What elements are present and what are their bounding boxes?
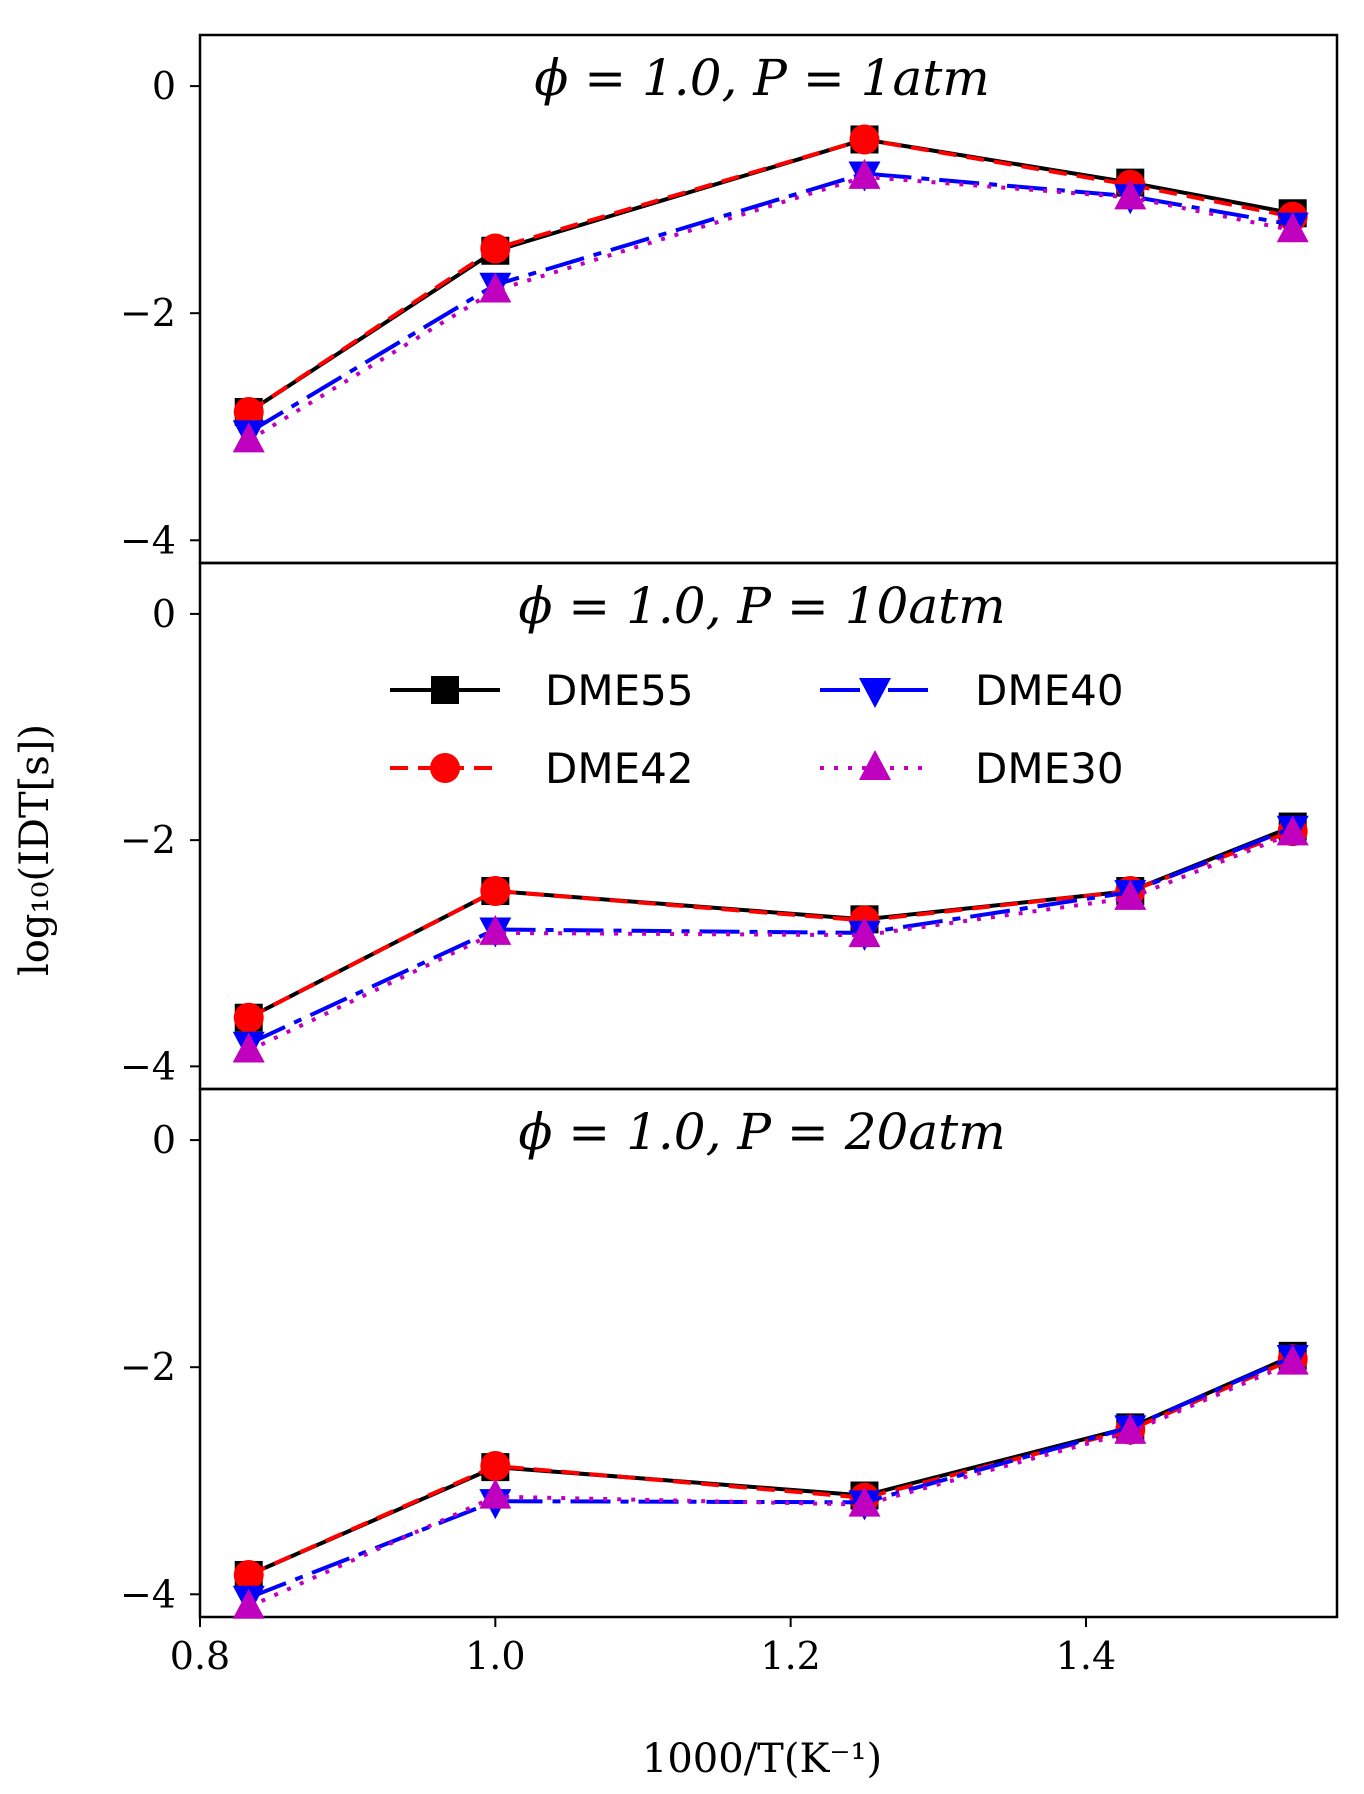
series-line	[247, 1354, 1294, 1577]
series-dme40	[232, 1344, 1309, 1616]
y-tick-label: 0	[152, 592, 176, 636]
data-point	[848, 1486, 881, 1517]
data-point	[1276, 1344, 1309, 1375]
data-point	[479, 914, 512, 945]
y-tick-label: −2	[120, 818, 176, 862]
series-dme55	[234, 125, 1307, 426]
axes-frame	[198, 561, 1339, 1091]
y-tick-label: 0	[152, 1118, 176, 1162]
series-dme30	[232, 158, 1309, 453]
data-point	[232, 422, 265, 453]
series-line	[247, 829, 1294, 1020]
y-tick-label: −2	[120, 1345, 176, 1389]
legend-label: DME30	[975, 744, 1124, 793]
data-point	[848, 917, 881, 948]
data-point	[233, 1002, 264, 1033]
panel-title: ϕ = 1.0, P = 1atm	[534, 49, 990, 107]
legend-marker	[859, 750, 891, 780]
y-axis-label: log₁₀(IDT[s])	[12, 724, 58, 976]
y-tick-label: −4	[120, 518, 176, 562]
legend-item-dme42: DME42	[390, 744, 694, 793]
data-point	[1276, 212, 1309, 243]
data-point	[232, 1588, 265, 1619]
data-point	[232, 1032, 265, 1063]
data-point	[1276, 815, 1309, 846]
series-dme30	[232, 1344, 1309, 1619]
legend-label: DME40	[975, 666, 1124, 715]
legend-item-dme55: DME55	[390, 666, 694, 715]
data-point	[1114, 879, 1147, 910]
x-tick-label: 1.2	[760, 1634, 820, 1678]
series-dme40	[232, 815, 1309, 1062]
series-line	[247, 1360, 1294, 1609]
data-point	[1114, 1413, 1147, 1444]
series-line	[247, 1357, 1294, 1577]
data-point	[479, 1478, 512, 1509]
legend-label: DME42	[545, 744, 694, 793]
data-point	[479, 272, 512, 303]
legend: DME55 DME42 DME40 DME30	[390, 666, 1124, 793]
panel-1: 0 −2 −4 ϕ = 1.0, P = 1atm	[120, 33, 1339, 565]
x-tick-label: 0.8	[170, 1634, 230, 1678]
y-tick-label: −2	[120, 291, 176, 335]
panel-2: 0 −2 −4 ϕ = 1.0, P = 10atm	[120, 561, 1339, 1091]
legend-marker	[431, 676, 459, 704]
data-point	[480, 876, 511, 907]
y-tick-label: −4	[120, 1572, 176, 1616]
panel-title: ϕ = 1.0, P = 10atm	[518, 577, 1005, 635]
x-axis-label: 1000/T(K⁻¹)	[642, 1736, 882, 1782]
panels: 0 −2 −4 ϕ = 1.0, P = 1atm 0 −2 −4 ϕ = 1.0, P = …	[120, 33, 1339, 1678]
data-point	[233, 396, 264, 427]
legend-item-dme40: DME40	[820, 666, 1124, 715]
series-line	[247, 824, 1294, 1020]
data-point	[480, 233, 511, 264]
series-dme42	[233, 1344, 1308, 1590]
panel-3: 0 −2 −4 0.8 1.0 1.2 1.4 ϕ = 1.0, P = 20atm	[120, 1087, 1339, 1678]
y-tick-label: 0	[152, 64, 176, 108]
panel-title: ϕ = 1.0, P = 20atm	[518, 1103, 1005, 1161]
y-tick-label: −4	[120, 1044, 176, 1088]
data-point	[233, 1559, 264, 1590]
legend-item-dme30: DME30	[820, 744, 1124, 793]
data-point	[848, 158, 881, 189]
series-line	[247, 171, 1294, 435]
series-dme30	[232, 815, 1309, 1063]
legend-marker	[430, 753, 460, 783]
series-dme42	[233, 816, 1308, 1033]
series-dme55	[234, 1341, 1307, 1589]
series-dme55	[234, 812, 1307, 1032]
axes-frame	[198, 1087, 1339, 1619]
legend-marker	[859, 678, 891, 708]
x-tick-label: 1.4	[1056, 1634, 1116, 1678]
data-point	[1114, 179, 1147, 210]
legend-label: DME55	[545, 666, 694, 715]
series-line	[247, 831, 1294, 1053]
data-point	[480, 1450, 511, 1481]
x-tick-label: 1.0	[465, 1634, 525, 1678]
data-point	[849, 124, 880, 155]
series-line	[247, 1355, 1294, 1600]
axes-frame	[198, 33, 1339, 565]
series-dme42	[233, 124, 1308, 427]
